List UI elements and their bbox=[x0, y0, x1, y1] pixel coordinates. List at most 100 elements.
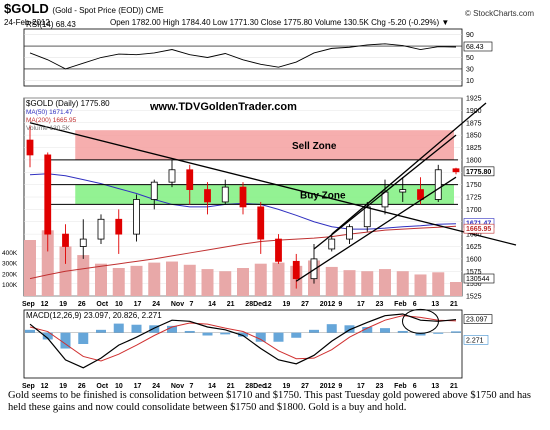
macd-histogram-bar bbox=[451, 331, 461, 333]
volume-tick-label: 400K bbox=[2, 250, 18, 257]
macd-x-tick-label: 27 bbox=[301, 383, 309, 390]
price-x-tick-label: Sep bbox=[22, 301, 35, 308]
macd-x-tick-label: 6 bbox=[413, 383, 417, 390]
volume-bar bbox=[379, 269, 391, 296]
macd-panel-frame bbox=[23, 309, 463, 379]
volume-bar bbox=[450, 282, 462, 296]
volume-value-label: 130544 bbox=[466, 276, 489, 283]
macd-histogram-bar bbox=[113, 323, 124, 333]
macd-x-tick-label: 19 bbox=[59, 383, 67, 390]
volume-bar bbox=[272, 262, 285, 296]
candle-body bbox=[79, 238, 87, 247]
price-x-tick-label: Feb bbox=[394, 301, 406, 308]
macd-x-tick-label: 23 bbox=[376, 383, 384, 390]
price-tick-label: 1650 bbox=[466, 232, 482, 239]
price-x-tick-label: 19 bbox=[283, 301, 291, 308]
macd-histogram-bar bbox=[167, 325, 177, 333]
macd-histogram-bar bbox=[309, 329, 319, 333]
price-x-tick-label: 13 bbox=[431, 301, 439, 308]
candle-body bbox=[26, 139, 34, 156]
price-legend-entry: $GOLD (Daily) 1775.80 bbox=[26, 99, 110, 108]
rsi-line bbox=[29, 43, 457, 70]
chart-symbol: $GOLD (Gold - Spot Price (EOD)) CME bbox=[4, 1, 164, 16]
price-x-tick-label: 7 bbox=[189, 301, 193, 308]
candle-body bbox=[417, 189, 424, 200]
candle-body bbox=[44, 154, 52, 235]
price-x-tick-label: 14 bbox=[208, 301, 216, 308]
ohlc-readout: Open 1782.00 High 1784.40 Low 1771.30 Cl… bbox=[110, 18, 450, 27]
macd-histogram-bar bbox=[78, 332, 89, 344]
macd-x-tick-label: 28Dec bbox=[245, 383, 266, 390]
volume-bar bbox=[112, 268, 125, 296]
volume-bar bbox=[396, 271, 409, 296]
price-x-tick-label: 12 bbox=[41, 301, 49, 308]
volume-value-box bbox=[463, 273, 495, 284]
macd-crossover-circle bbox=[402, 308, 439, 334]
macd-x-tick-label: 24 bbox=[152, 383, 160, 390]
macd-x-tick-label: Nov bbox=[171, 383, 184, 390]
price-tick-label: 1750 bbox=[466, 182, 482, 189]
volume-bar bbox=[166, 261, 178, 296]
volume-bar bbox=[325, 266, 338, 296]
macd-histogram-bar bbox=[255, 332, 266, 342]
macd-x-tick-label: 21 bbox=[450, 383, 458, 390]
price-tick-label: 1825 bbox=[466, 145, 482, 152]
macd-histogram-bar bbox=[380, 328, 390, 333]
candle-body bbox=[452, 168, 460, 173]
macd-x-tick-label: 17 bbox=[134, 383, 142, 390]
macd-x-tick-label: 10 bbox=[115, 383, 123, 390]
price-x-tick-label: 10 bbox=[115, 301, 123, 308]
channel-long-line bbox=[331, 102, 487, 235]
volume-bar bbox=[432, 272, 445, 296]
macd-histogram-bar bbox=[96, 329, 106, 333]
macd-signal-line bbox=[29, 315, 457, 362]
price-x-tick-label: 23 bbox=[376, 301, 384, 308]
macd-histogram-bar bbox=[326, 324, 337, 333]
volume-bar bbox=[95, 263, 107, 296]
macd-histogram-bar bbox=[220, 332, 231, 335]
macd-histogram-bar bbox=[60, 332, 71, 349]
symbol-ticker: $GOLD bbox=[4, 1, 49, 16]
price-tick-label: 1700 bbox=[466, 207, 482, 214]
chart-title-url: www.TDVGoldenTrader.com bbox=[149, 101, 297, 113]
macd-histogram-bar bbox=[344, 325, 355, 333]
macd-histogram-bar bbox=[202, 332, 213, 336]
candle-body bbox=[62, 233, 69, 247]
candle-body bbox=[150, 181, 158, 200]
macd-histogram-bar bbox=[415, 332, 426, 336]
candle-body bbox=[239, 186, 247, 208]
price-x-tick-label: 26 bbox=[78, 301, 86, 308]
candle-body bbox=[97, 218, 105, 240]
price-x-tick-label: 27 bbox=[301, 301, 309, 308]
price-x-tick-label: 28Dec bbox=[245, 301, 266, 308]
price-x-tick-label: Oct bbox=[96, 301, 108, 308]
candle-body bbox=[186, 169, 194, 190]
candle-body bbox=[292, 260, 300, 280]
volume-bar bbox=[219, 271, 232, 296]
price-value-box bbox=[463, 166, 495, 177]
volume-bar bbox=[183, 264, 196, 296]
macd-x-tick-label: 13 bbox=[431, 383, 439, 390]
volume-bar bbox=[237, 268, 249, 296]
price-x-tick-label: 21 bbox=[450, 301, 458, 308]
buy-zone-label: Buy Zone bbox=[300, 191, 346, 202]
macd-histogram-bar bbox=[42, 332, 53, 340]
buy-zone-band bbox=[75, 184, 454, 205]
price-tick-label: 1600 bbox=[466, 256, 482, 263]
price-x-tick-label: 9 bbox=[338, 301, 342, 308]
price-legend-entry: MA(200) 1665.95 bbox=[26, 117, 77, 124]
candle-body bbox=[328, 238, 336, 250]
macd-histogram-bar bbox=[433, 332, 444, 334]
commentary-caption: Gold seems to be finished is consolidati… bbox=[8, 390, 531, 413]
price-tick-label: 1725 bbox=[466, 195, 482, 202]
candle-body bbox=[221, 186, 229, 203]
price-x-tick-label: 19 bbox=[59, 301, 67, 308]
channel-lower-line bbox=[295, 176, 457, 282]
rsi-tick-label: 50 bbox=[466, 55, 474, 62]
macd-x-tick-label: 19 bbox=[283, 383, 291, 390]
macd-value-label: 23.097 bbox=[466, 317, 488, 324]
macd-x-tick-label: Oct bbox=[96, 383, 108, 390]
macd-x-tick-label: 21 bbox=[227, 383, 235, 390]
rsi-tick-label: 30 bbox=[466, 66, 474, 73]
